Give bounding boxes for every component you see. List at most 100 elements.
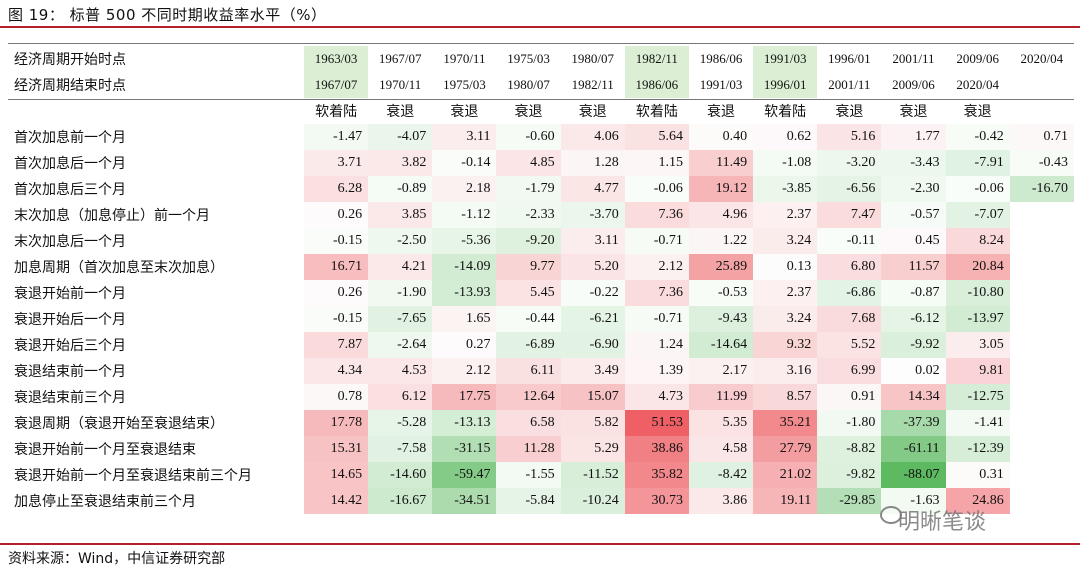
header-date-cell: 1982/11 [624, 46, 689, 72]
header-date-cell [1010, 72, 1074, 98]
value-cell [1010, 280, 1074, 306]
value-cell: 5.35 [688, 410, 754, 436]
value-cell: -2.64 [368, 332, 433, 358]
value-cell: 6.12 [368, 384, 433, 410]
value-cell: -1.08 [753, 150, 818, 176]
cycle-type-cell: 软着陆 [315, 104, 358, 120]
value-cell: -0.42 [945, 124, 1010, 150]
source-note: 资料来源：Wind，中信证券研究部 [8, 551, 226, 567]
value-cell: 3.49 [560, 358, 625, 384]
value-cell: 24.86 [945, 488, 1010, 514]
cycle-type-cell: 衰退 [386, 104, 415, 120]
table-row: 衰退结束前一个月 4.34 4.53 2.12 6.11 3.49 1.39 2.17 3.16… [8, 358, 1074, 384]
value-cell: -59.47 [432, 462, 497, 488]
table-row: 加息停止至衰退结束前三个月 14.42 -16.67 -34.51 -5.84 -10.2… [8, 488, 1074, 514]
value-cell: -4.07 [368, 124, 433, 150]
value-cell: -10.80 [945, 280, 1010, 306]
value-cell: -3.43 [881, 150, 946, 176]
value-cell: 5.64 [624, 124, 689, 150]
value-cell: -9.82 [817, 462, 882, 488]
value-cell: 6.11 [496, 358, 561, 384]
value-cell: -0.06 [945, 176, 1010, 202]
value-cell: 2.17 [688, 358, 754, 384]
row-label: 加息周期（首次加息至末次加息） [14, 260, 224, 276]
header-date-cell: 1975/03 [443, 77, 486, 92]
value-cell [1010, 358, 1074, 384]
value-cell: 6.80 [817, 254, 882, 280]
value-cell: 7.36 [624, 202, 689, 228]
value-cell: 1.39 [624, 358, 689, 384]
value-cell: -0.43 [1009, 150, 1074, 176]
value-cell [1010, 462, 1074, 488]
value-cell: 4.34 [304, 358, 369, 384]
header-top-rule [8, 43, 1074, 44]
header-date-cell: 2009/06 [892, 77, 935, 92]
value-cell: 1.77 [881, 124, 946, 150]
value-cell: 0.02 [881, 358, 946, 384]
value-cell: 8.57 [753, 384, 818, 410]
cycle-type-cell [1010, 98, 1074, 124]
cycle-type-cell: 软着陆 [635, 104, 678, 120]
value-cell: -6.21 [560, 306, 625, 332]
value-cell: 4.77 [560, 176, 625, 202]
value-cell: -31.15 [432, 436, 497, 462]
value-cell: -1.47 [304, 124, 369, 150]
value-cell: -0.89 [368, 176, 433, 202]
row-label: 衰退结束前一个月 [14, 364, 126, 380]
value-cell: -0.15 [304, 228, 369, 254]
header-date-cell: 1991/03 [753, 46, 818, 72]
value-cell: 3.16 [753, 358, 818, 384]
value-cell: -0.57 [881, 202, 946, 228]
value-cell: -16.67 [368, 488, 433, 514]
value-cell: 7.87 [304, 332, 369, 358]
table-row: 首次加息前一个月 -1.47 -4.07 3.11 -0.60 4.06 5.64 0.40 0… [8, 124, 1074, 150]
figure-title: 图 19： 标普 500 不同时期收益率水平（%） [8, 6, 327, 24]
value-cell: -3.70 [560, 202, 625, 228]
value-cell: 8.24 [945, 228, 1010, 254]
value-cell: -88.07 [881, 462, 946, 488]
value-cell: -1.12 [432, 202, 497, 228]
table-row: 衰退结束前三个月 0.78 6.12 17.75 12.64 15.07 4.73 11.99… [8, 384, 1074, 410]
value-cell: -2.33 [496, 202, 561, 228]
row-label: 首次加息后三个月 [14, 182, 126, 198]
value-cell: 30.73 [624, 488, 689, 514]
value-cell: -0.11 [817, 228, 882, 254]
row-label: 衰退开始前一个月至衰退结束前三个月 [14, 468, 252, 484]
value-cell: 11.49 [688, 150, 754, 176]
value-cell: 9.32 [753, 332, 818, 358]
table-row: 衰退周期（衰退开始至衰退结束） 17.78 -5.28 -13.13 6.58 5.82 5… [8, 410, 1074, 436]
value-cell: -12.75 [945, 384, 1010, 410]
value-cell [1010, 228, 1074, 254]
value-cell: 35.21 [753, 410, 818, 436]
value-cell: -9.43 [688, 306, 754, 332]
value-cell: -14.09 [432, 254, 497, 280]
value-cell: 20.84 [945, 254, 1010, 280]
value-cell: 38.86 [624, 436, 689, 462]
header-date-cell: 1991/03 [699, 77, 743, 92]
value-cell: -3.20 [817, 150, 882, 176]
value-cell: 27.79 [753, 436, 818, 462]
value-cell: 3.05 [945, 332, 1010, 358]
cycle-type-cell: 软着陆 [764, 104, 807, 120]
value-cell: 3.85 [368, 202, 433, 228]
cycle-type-cell: 衰退 [578, 104, 607, 120]
value-cell: -34.51 [432, 488, 497, 514]
header-date-cell: 1996/01 [753, 72, 818, 98]
value-cell: -1.41 [945, 410, 1010, 436]
row-label: 衰退开始前一个月至衰退结束 [14, 442, 196, 458]
value-cell: -9.92 [881, 332, 946, 358]
period-end-row: 经济周期结束时点 1967/07 1970/11 1975/03 1980/07 1982… [8, 72, 1074, 98]
table-row: 衰退开始前一个月至衰退结束前三个月 14.65 -14.60 -59.47 -1.55-… [8, 462, 1074, 488]
value-cell: 4.96 [688, 202, 754, 228]
value-cell: 6.28 [304, 176, 369, 202]
value-cell: -2.30 [881, 176, 946, 202]
value-cell: -6.89 [496, 332, 561, 358]
table-row: 首次加息后三个月 6.28 -0.89 2.18 -1.79 4.77 -0.06 19.12… [8, 176, 1074, 202]
value-cell: 3.11 [432, 124, 497, 150]
bottom-rule [0, 543, 1080, 545]
value-cell: 17.75 [432, 384, 497, 410]
value-cell: -6.86 [817, 280, 882, 306]
row-label: 末次加息（加息停止）前一个月 [14, 208, 210, 224]
header-date-cell: 2020/04 [956, 77, 999, 92]
header-date-cell: 1980/07 [571, 51, 615, 66]
